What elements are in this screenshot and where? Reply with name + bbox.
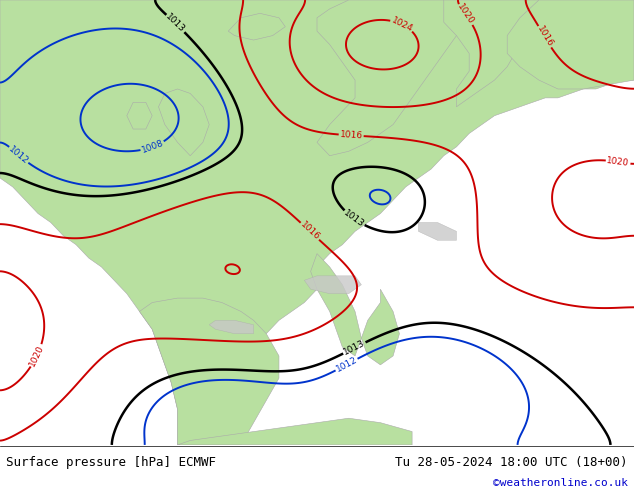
- Text: 1012: 1012: [7, 144, 30, 166]
- Text: 1024: 1024: [390, 15, 414, 34]
- Text: Tu 28-05-2024 18:00 UTC (18+00): Tu 28-05-2024 18:00 UTC (18+00): [395, 457, 628, 469]
- Text: 1016: 1016: [535, 24, 555, 49]
- Polygon shape: [507, 0, 634, 89]
- Polygon shape: [228, 13, 285, 40]
- Polygon shape: [304, 276, 361, 294]
- Polygon shape: [418, 222, 456, 240]
- Polygon shape: [178, 418, 412, 445]
- Text: 1012: 1012: [334, 355, 359, 374]
- Polygon shape: [0, 0, 634, 445]
- Text: 1016: 1016: [339, 130, 363, 141]
- Text: 1020: 1020: [606, 156, 630, 168]
- Text: Surface pressure [hPa] ECMWF: Surface pressure [hPa] ECMWF: [6, 457, 216, 469]
- Text: 1013: 1013: [342, 339, 366, 357]
- Polygon shape: [127, 102, 152, 129]
- Text: 1008: 1008: [140, 139, 165, 155]
- Polygon shape: [139, 298, 279, 445]
- Text: 1020: 1020: [455, 2, 476, 26]
- Polygon shape: [444, 0, 539, 107]
- Polygon shape: [317, 0, 469, 156]
- Polygon shape: [209, 320, 254, 334]
- Text: ©weatheronline.co.uk: ©weatheronline.co.uk: [493, 478, 628, 488]
- Polygon shape: [361, 289, 399, 365]
- Polygon shape: [158, 89, 209, 156]
- Text: 1013: 1013: [164, 12, 187, 35]
- Text: 1016: 1016: [299, 220, 321, 243]
- Text: 1013: 1013: [342, 208, 366, 229]
- Polygon shape: [311, 254, 361, 356]
- Text: 1020: 1020: [28, 343, 46, 368]
